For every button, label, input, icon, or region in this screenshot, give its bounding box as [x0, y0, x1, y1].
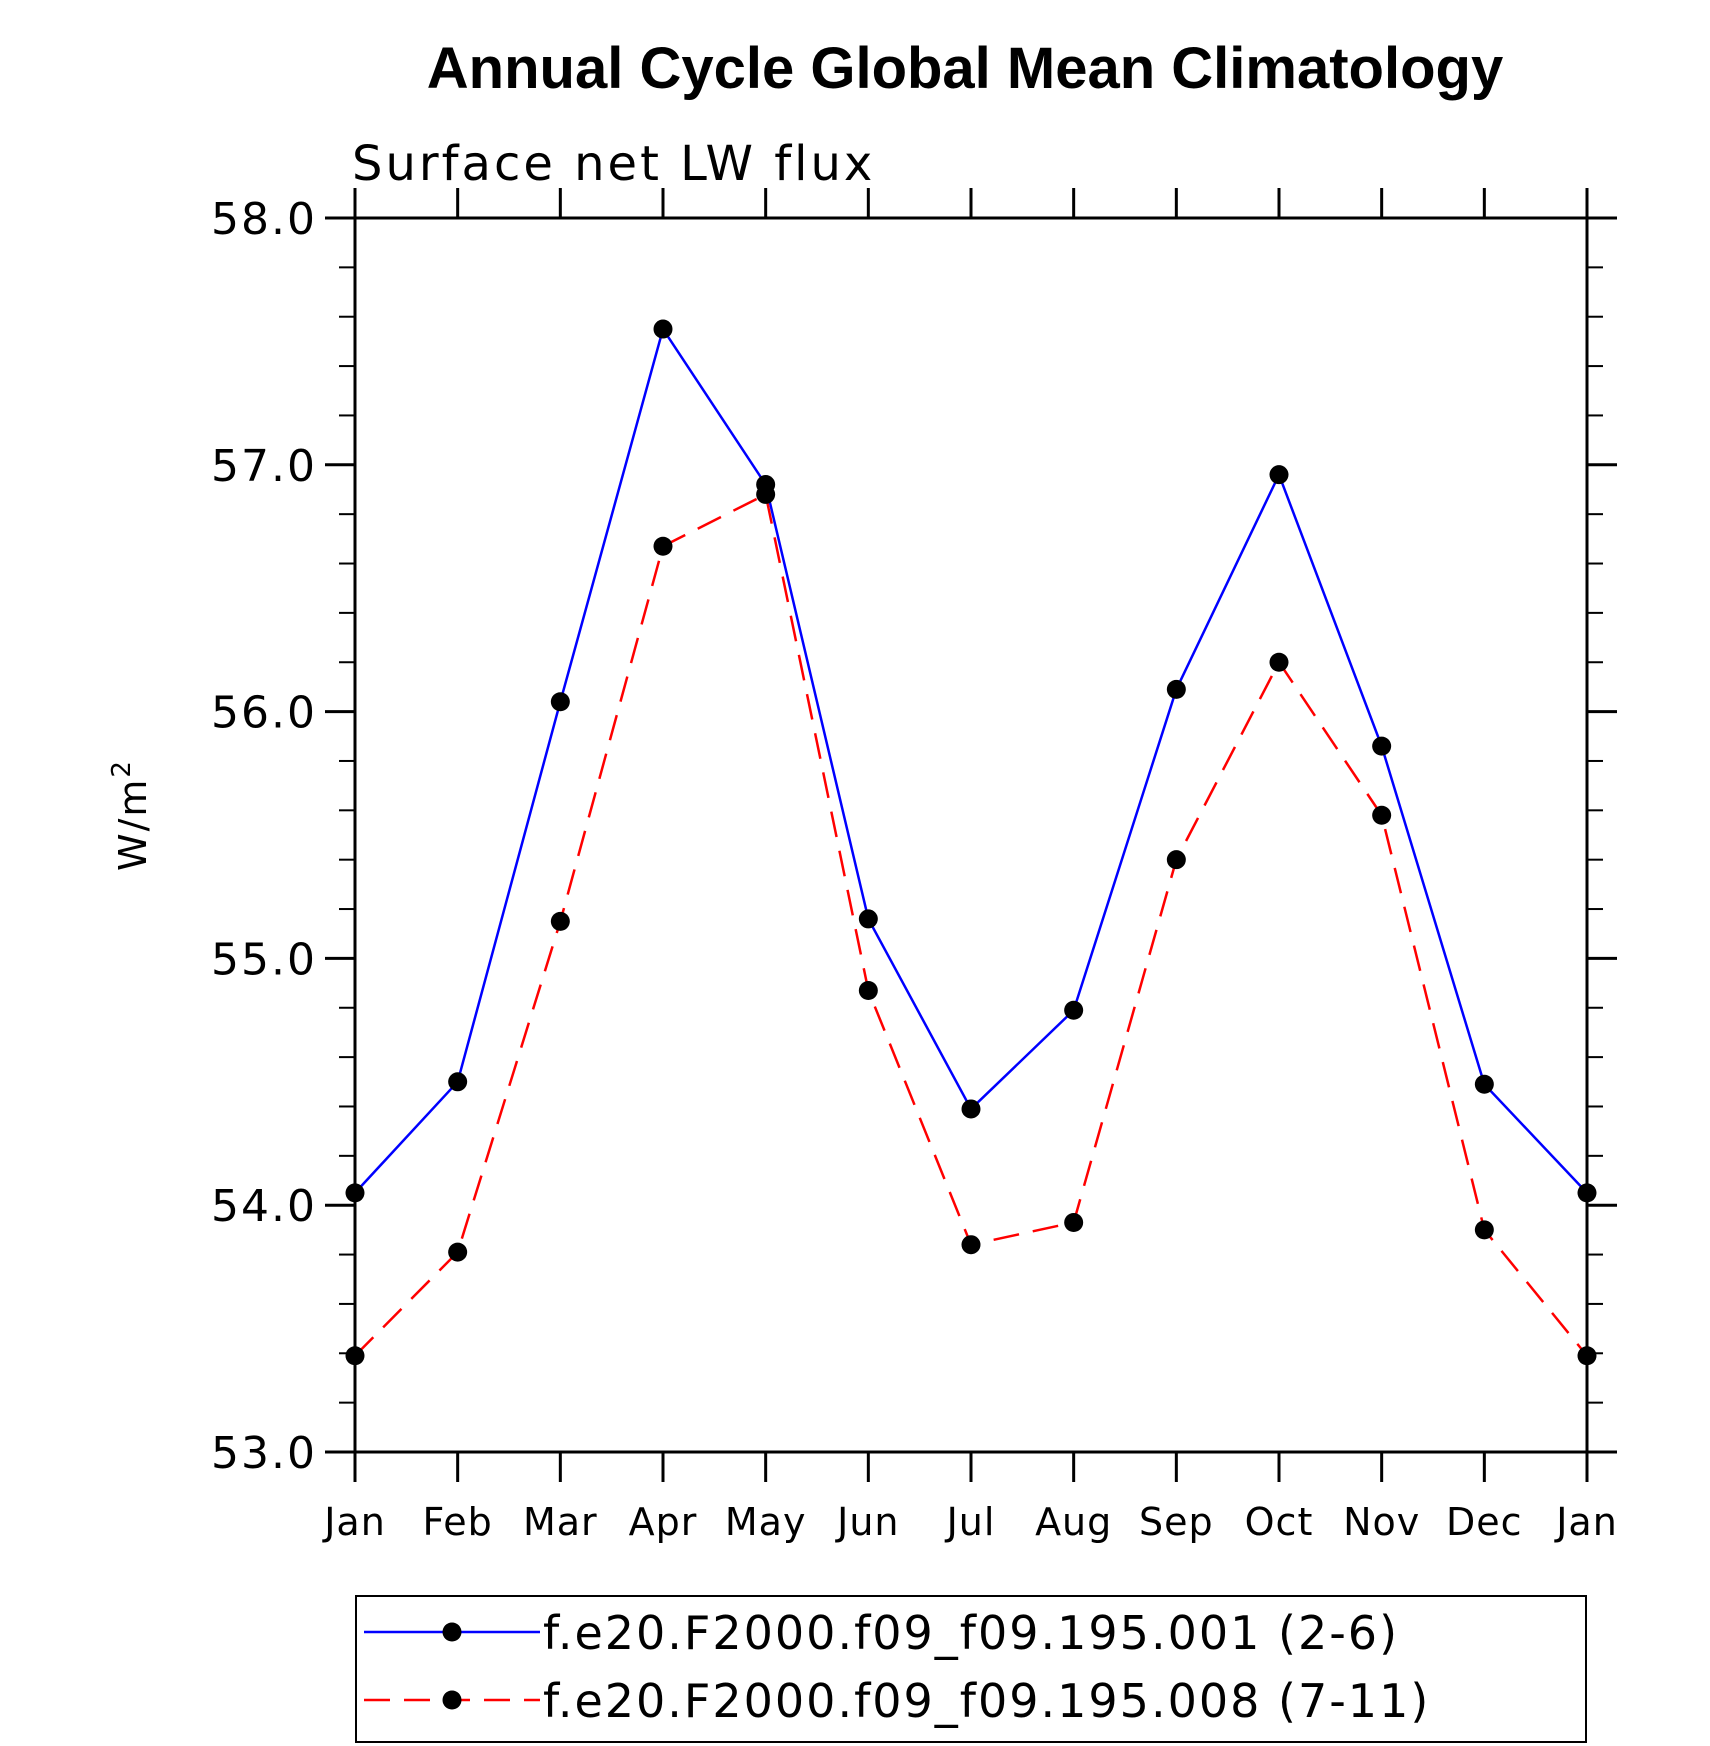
legend-marker-1	[442, 1622, 462, 1642]
x-tick-label: Oct	[1245, 1500, 1314, 1544]
y-axis-label-base: W/m	[111, 778, 155, 871]
x-tick-labels: Jan Feb Mar Apr May Jun Jul Aug Sep Oct Nov Dec Jan	[322, 1500, 1618, 1544]
x-tick-label: May	[725, 1500, 807, 1544]
data-point	[1372, 736, 1392, 756]
legend-box	[355, 1595, 1587, 1743]
series-2	[345, 484, 1597, 1366]
major-ticks	[325, 188, 1617, 1482]
x-tick-label: Jun	[835, 1500, 899, 1544]
legend-label-1: f.e20.F2000.f09_f09.195.001 (2-6)	[543, 1606, 1399, 1660]
y-tick-label: 57.0	[211, 441, 317, 492]
series-1	[345, 319, 1597, 1203]
data-point	[653, 319, 673, 339]
series-line-2	[354, 492, 1588, 1357]
x-tick-label: Apr	[629, 1500, 698, 1544]
x-tick-label: Mar	[523, 1500, 598, 1544]
data-point	[961, 1099, 981, 1119]
y-axis-label: W/m2	[107, 759, 155, 871]
y-tick-label: 54.0	[211, 1181, 317, 1232]
data-point	[1372, 805, 1392, 825]
y-axis-label-superscript: 2	[107, 759, 137, 778]
legend-entry-1: f.e20.F2000.f09_f09.195.001 (2-6)	[364, 1606, 1399, 1660]
x-tick-label: Nov	[1343, 1500, 1420, 1544]
series-line-1	[354, 326, 1588, 1194]
y-tick-label: 53.0	[211, 1428, 317, 1479]
data-point	[1166, 679, 1186, 699]
legend-marker-2	[442, 1690, 462, 1710]
x-tick-label: Jan	[322, 1500, 386, 1544]
data-point	[1166, 850, 1186, 870]
data-point	[1577, 1183, 1597, 1203]
legend: f.e20.F2000.f09_f09.195.001 (2-6) f.e20.F…	[355, 1595, 1587, 1743]
data-point	[961, 1235, 981, 1255]
data-point	[653, 536, 673, 556]
x-tick-label: Aug	[1035, 1500, 1112, 1544]
y-axis-label-text: W/m2	[107, 759, 155, 871]
data-point	[448, 1242, 468, 1262]
data-point	[550, 911, 570, 931]
data-point	[1474, 1074, 1494, 1094]
data-point	[756, 484, 776, 504]
legend-entry-2: f.e20.F2000.f09_f09.195.008 (7-11)	[364, 1674, 1430, 1728]
x-tick-label: Sep	[1139, 1500, 1214, 1544]
data-point	[1064, 1000, 1084, 1020]
data-point	[858, 980, 878, 1000]
data-point	[345, 1346, 365, 1366]
y-tick-label: 56.0	[211, 688, 317, 739]
y-tick-label: 58.0	[211, 194, 317, 245]
x-tick-label: Jan	[1554, 1500, 1618, 1544]
x-tick-label: Feb	[423, 1500, 493, 1544]
data-point	[550, 692, 570, 712]
chart-title: Annual Cycle Global Mean Climatology	[427, 36, 1503, 101]
plot-frame	[353, 216, 1589, 1454]
minor-ticks	[339, 266, 1603, 1404]
legend-label-2: f.e20.F2000.f09_f09.195.008 (7-11)	[543, 1674, 1430, 1728]
x-tick-label: Jul	[945, 1500, 996, 1544]
data-point	[858, 909, 878, 929]
series-layer	[345, 319, 1597, 1366]
data-point	[1064, 1212, 1084, 1232]
data-point	[448, 1072, 468, 1092]
y-tick-label: 55.0	[211, 934, 317, 985]
chart-subtitle: Surface net LW flux	[352, 136, 875, 192]
data-point	[1269, 465, 1289, 485]
data-point	[1577, 1346, 1597, 1366]
data-point	[1474, 1220, 1494, 1240]
x-tick-label: Dec	[1446, 1500, 1523, 1544]
data-point	[345, 1183, 365, 1203]
data-point	[1269, 652, 1289, 672]
y-tick-labels: 58.0 57.0 56.0 55.0 54.0 53.0	[211, 194, 317, 1479]
